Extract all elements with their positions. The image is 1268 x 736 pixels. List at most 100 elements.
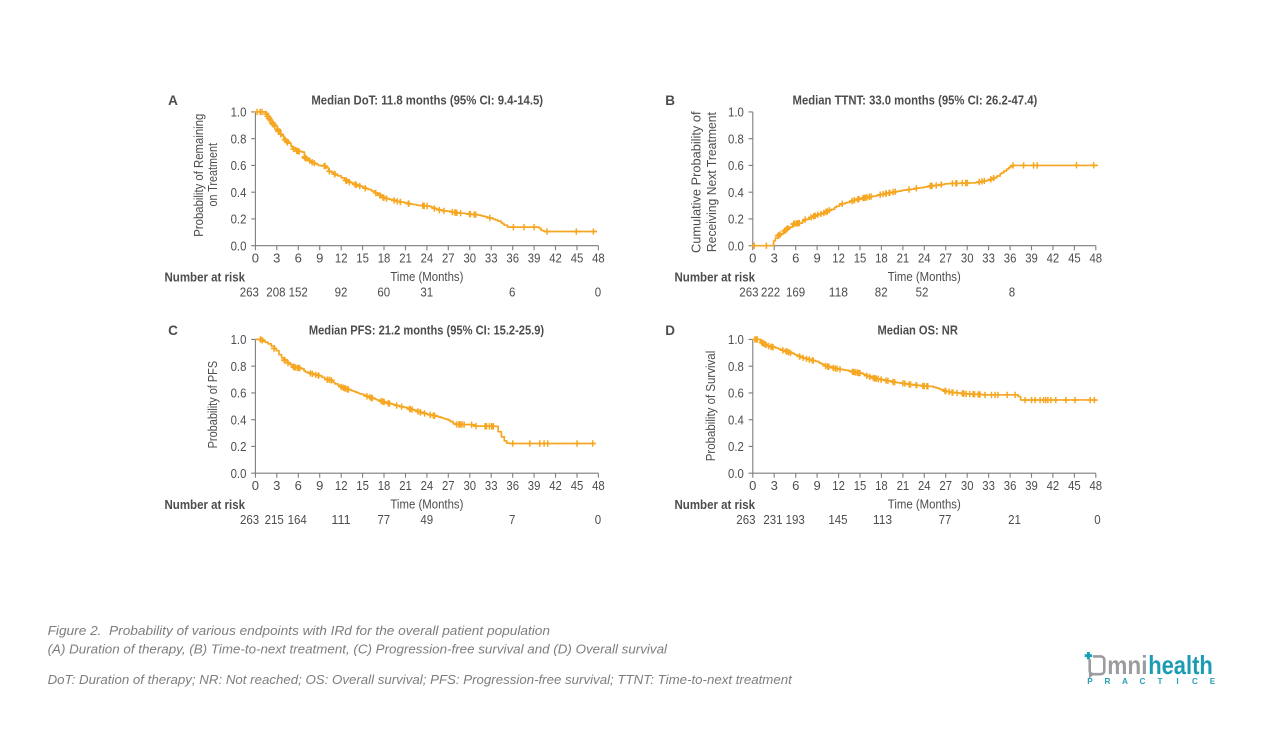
svg-text:0: 0 [252,478,259,493]
svg-text:E: E [1210,677,1216,686]
svg-text:Time (Months): Time (Months) [888,496,961,511]
svg-text:8: 8 [1009,285,1015,300]
svg-text:P: P [1087,677,1093,686]
svg-text:30: 30 [961,250,974,265]
svg-text:0.2: 0.2 [231,212,247,227]
svg-text:7: 7 [509,512,515,527]
svg-text:6: 6 [295,250,302,265]
svg-text:18: 18 [378,250,391,265]
svg-text:0.8: 0.8 [231,359,247,374]
svg-text:31: 31 [420,285,433,300]
svg-text:152: 152 [289,285,308,300]
svg-text:0.2: 0.2 [231,439,247,454]
svg-text:15: 15 [356,478,369,493]
svg-text:15: 15 [854,250,867,265]
svg-text:60: 60 [377,285,390,300]
svg-text:33: 33 [982,250,995,265]
svg-text:48: 48 [1090,250,1103,265]
svg-text:6: 6 [792,478,799,493]
svg-text:36: 36 [1004,250,1017,265]
svg-text:21: 21 [897,478,910,493]
svg-text:33: 33 [485,250,498,265]
svg-text:9: 9 [813,478,820,493]
svg-text:A: A [168,93,178,108]
svg-text:C: C [1192,677,1198,686]
svg-text:0.2: 0.2 [728,212,744,227]
svg-text:R: R [1105,677,1111,686]
svg-text:12: 12 [832,250,845,265]
svg-text:0: 0 [252,250,259,265]
svg-text:1.0: 1.0 [231,332,247,347]
svg-text:39: 39 [1025,250,1038,265]
svg-text:mni: mni [1107,650,1147,680]
svg-text:A: A [1122,677,1128,686]
svg-text:1.0: 1.0 [231,105,247,120]
svg-text:77: 77 [377,512,390,527]
svg-text:39: 39 [528,478,541,493]
svg-text:21: 21 [897,250,910,265]
svg-text:36: 36 [506,478,519,493]
svg-text:0.2: 0.2 [728,439,744,454]
svg-text:42: 42 [1047,250,1060,265]
svg-text:48: 48 [592,478,605,493]
svg-text:45: 45 [571,250,584,265]
svg-text:Number at risk: Number at risk [675,270,756,285]
svg-text:C: C [168,323,178,338]
svg-text:C: C [1140,677,1146,686]
svg-text:39: 39 [1025,478,1038,493]
svg-text:6: 6 [792,250,799,265]
svg-text:0: 0 [749,250,756,265]
svg-text:118: 118 [829,285,848,300]
svg-text:health: health [1148,650,1213,680]
svg-text:on Treatment: on Treatment [205,143,220,207]
svg-text:0.4: 0.4 [231,412,247,427]
svg-text:18: 18 [378,478,391,493]
svg-text:0.0: 0.0 [231,466,247,481]
svg-text:42: 42 [1047,478,1060,493]
svg-text:215: 215 [265,512,284,527]
svg-text:12: 12 [832,478,845,493]
svg-text:0.6: 0.6 [728,158,744,173]
svg-text:24: 24 [421,250,434,265]
svg-text:12: 12 [335,478,348,493]
svg-text:1.0: 1.0 [728,105,744,120]
svg-text:82: 82 [875,285,888,300]
svg-text:33: 33 [982,478,995,493]
svg-text:263: 263 [739,285,758,300]
svg-text:52: 52 [916,285,929,300]
svg-text:B: B [665,93,675,108]
svg-text:231: 231 [763,512,782,527]
svg-text:0.0: 0.0 [231,238,247,253]
svg-text:Probability of PFS: Probability of PFS [205,361,220,449]
svg-text:9: 9 [813,250,820,265]
svg-text:24: 24 [421,478,434,493]
svg-text:49: 49 [420,512,433,527]
svg-text:30: 30 [464,250,477,265]
svg-text:0.6: 0.6 [231,158,247,173]
svg-text:Median TTNT: 33.0 months (95%: Median TTNT: 33.0 months (95% CI: 26.2-4… [793,93,1038,107]
svg-text:3: 3 [771,250,778,265]
svg-text:222: 222 [761,285,780,300]
svg-text:0.4: 0.4 [231,185,247,200]
svg-text:Time (Months): Time (Months) [390,269,463,284]
svg-text:145: 145 [828,512,847,527]
svg-text:48: 48 [1090,478,1103,493]
svg-text:45: 45 [1068,250,1081,265]
svg-text:208: 208 [266,285,285,300]
svg-text:12: 12 [335,250,348,265]
svg-text:0: 0 [595,285,601,300]
svg-text:Time (Months): Time (Months) [390,496,463,511]
svg-text:0: 0 [1094,512,1100,527]
svg-text:24: 24 [918,478,931,493]
svg-text:Median OS: NR: Median OS: NR [878,324,958,338]
svg-text:6: 6 [295,478,302,493]
svg-text:21: 21 [399,250,412,265]
svg-text:92: 92 [335,285,348,300]
svg-text:Time (Months): Time (Months) [888,269,961,284]
svg-text:I: I [1176,677,1178,686]
svg-text:48: 48 [592,250,605,265]
svg-text:Figure 2. Probability of vari: Figure 2. Probability of various endpoin… [48,623,550,638]
svg-text:263: 263 [240,285,259,300]
svg-text:9: 9 [316,478,323,493]
svg-text:27: 27 [442,478,455,493]
